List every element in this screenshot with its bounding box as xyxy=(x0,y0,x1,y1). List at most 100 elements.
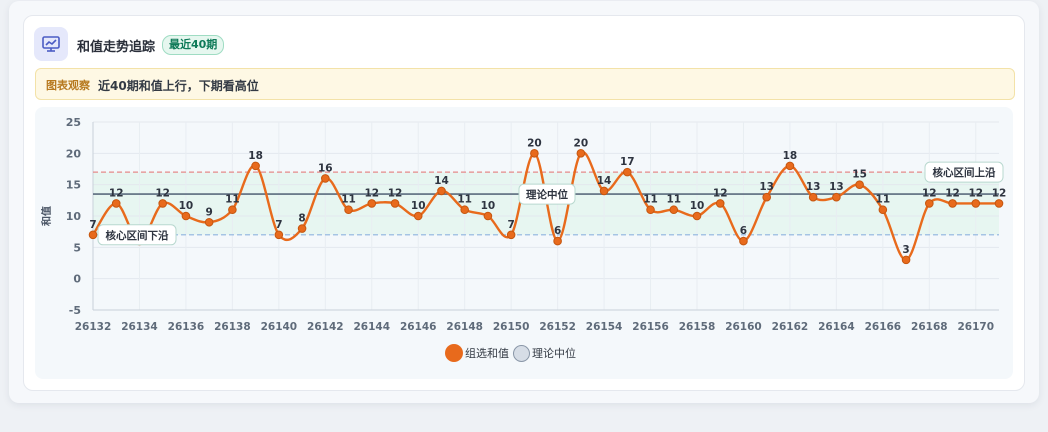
data-point xyxy=(158,199,167,208)
sum-trend-chart: -5 0 5 10 15 20 25 26132 26134 26136 26138 26140 261… xyxy=(40,116,1006,333)
data-point xyxy=(739,236,748,246)
x-tick-label: 26138 xyxy=(214,321,251,333)
data-point xyxy=(623,167,632,177)
band-upper-label: 核心区间上沿 xyxy=(933,166,996,179)
legend-median-label: 理论中位 xyxy=(532,347,576,360)
median-label: 理论中位 xyxy=(526,188,568,201)
data-label: 6 xyxy=(554,225,561,237)
band-lower-label: 核心区间下沿 xyxy=(106,229,169,242)
data-point xyxy=(344,205,353,215)
data-point xyxy=(762,192,771,202)
data-point xyxy=(715,199,725,208)
data-point xyxy=(483,211,493,221)
x-tick-label: 26156 xyxy=(632,321,669,333)
legend-series-label: 组选和值 xyxy=(465,347,509,360)
data-label: 17 xyxy=(620,156,635,168)
y-tick-label: 10 xyxy=(66,210,82,223)
data-label: 18 xyxy=(248,150,263,162)
chart-trend-icon xyxy=(34,27,68,61)
data-label: 10 xyxy=(179,200,194,212)
x-tick-label: 26166 xyxy=(865,321,902,333)
x-tick-label: 26170 xyxy=(958,321,995,333)
data-label: 11 xyxy=(341,194,356,206)
data-label: 11 xyxy=(225,194,240,206)
x-tick-label: 26158 xyxy=(679,321,716,333)
data-label: 14 xyxy=(597,175,612,187)
data-point xyxy=(274,230,284,240)
data-point xyxy=(228,205,237,215)
x-tick-label: 26160 xyxy=(725,321,762,333)
x-tick-label: 26146 xyxy=(400,321,437,333)
data-point xyxy=(576,149,586,158)
data-label: 12 xyxy=(968,187,983,199)
data-label: 10 xyxy=(481,200,496,212)
data-point xyxy=(878,205,888,215)
data-point xyxy=(948,199,957,208)
median-label-box xyxy=(518,183,576,205)
data-point xyxy=(88,230,98,240)
y-tick-label: 15 xyxy=(66,179,81,192)
data-label: 15 xyxy=(852,169,867,181)
x-tick-label: 26152 xyxy=(539,321,576,333)
legend-median-swatch xyxy=(513,344,530,362)
data-label: 16 xyxy=(318,162,333,174)
data-label: 6 xyxy=(740,225,747,237)
legend-item-series[interactable]: 组选和值 xyxy=(445,344,509,362)
data-point xyxy=(925,199,934,208)
data-label: 12 xyxy=(713,187,728,199)
data-label: 12 xyxy=(155,187,170,199)
data-point xyxy=(994,199,1004,208)
x-tick-label: 26148 xyxy=(446,321,483,333)
y-axis-label: 和值 xyxy=(40,206,53,227)
data-label: 7 xyxy=(89,219,96,231)
x-tick-label: 26142 xyxy=(307,321,344,333)
data-label: 11 xyxy=(876,194,891,206)
data-point xyxy=(785,161,795,171)
data-label: 3 xyxy=(902,244,909,256)
data-label: 12 xyxy=(388,187,403,199)
y-tick-label: 5 xyxy=(73,241,81,254)
y-tick-label: 0 xyxy=(73,273,81,286)
data-point xyxy=(530,149,539,158)
data-point xyxy=(437,186,446,196)
data-label: 12 xyxy=(364,187,379,199)
data-label: 12 xyxy=(922,187,937,199)
observation-text: 近40期和值上行，下期看高位 xyxy=(98,79,259,93)
data-point xyxy=(901,255,911,265)
data-point xyxy=(111,199,121,208)
observation-tag: 图表观察 xyxy=(46,79,90,92)
legend-item-median[interactable]: 理论中位 xyxy=(513,344,576,362)
data-point xyxy=(506,230,516,240)
data-label: 11 xyxy=(457,194,472,206)
band-upper-label-box xyxy=(924,161,1004,183)
x-tick-label: 26132 xyxy=(75,321,112,333)
data-label: 10 xyxy=(411,200,426,212)
data-point xyxy=(855,180,864,189)
data-label: 20 xyxy=(527,137,542,149)
x-tick-label: 26136 xyxy=(168,321,205,333)
data-point xyxy=(321,174,330,183)
x-tick-label: 26154 xyxy=(586,321,623,333)
data-label: 7 xyxy=(275,219,282,231)
data-label: 20 xyxy=(574,137,589,149)
y-tick-label: 25 xyxy=(66,116,81,129)
data-point xyxy=(553,236,562,246)
data-label: 11 xyxy=(666,194,681,206)
data-point xyxy=(808,192,818,202)
data-point xyxy=(460,205,469,215)
data-point xyxy=(599,186,609,196)
data-label: 11 xyxy=(643,194,658,206)
data-label: 13 xyxy=(806,181,821,193)
data-point xyxy=(204,217,214,227)
observation-banner: 图表观察 近40期和值上行，下期看高位 xyxy=(35,68,1015,100)
band-lower-label-box xyxy=(97,224,177,246)
data-label: 14 xyxy=(434,175,449,187)
data-point xyxy=(251,161,260,171)
data-label: 8 xyxy=(298,213,305,225)
data-label: 13 xyxy=(759,181,774,193)
chart-legend: 组选和值 理论中位 xyxy=(445,344,580,362)
data-label: 18 xyxy=(783,150,798,162)
x-tick-label: 26162 xyxy=(772,321,809,333)
data-label: 13 xyxy=(829,181,844,193)
period-badge: 最近40期 xyxy=(162,35,225,55)
